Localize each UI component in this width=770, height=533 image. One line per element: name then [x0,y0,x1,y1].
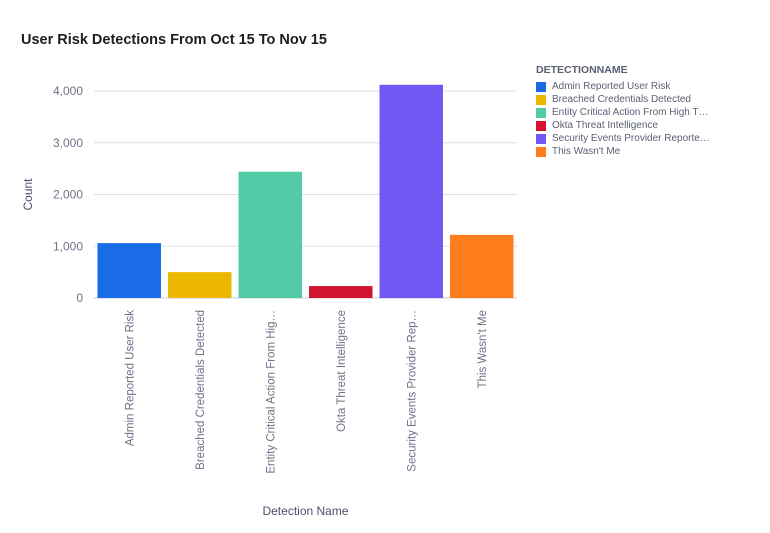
y-tick-label: 4,000 [53,84,83,98]
x-tick-label: Breached Credentials Detected [195,310,207,470]
x-tick-label: Security Events Provider Rep… [406,310,418,472]
bar-4 [309,286,373,298]
legend-label: Okta Threat Intelligence [552,120,658,131]
legend-label: This Wasn't Me [552,146,621,157]
legend-item[interactable]: Entity Critical Action From High T… [536,106,710,119]
legend-item[interactable]: Security Events Provider Reporte… [536,132,710,145]
y-tick-label: 0 [76,291,83,305]
legend-swatch [536,81,546,92]
legend-label: Breached Credentials Detected [552,94,691,105]
legend: DETECTIONNAME Admin Reported User Risk Br… [536,64,710,158]
legend-item[interactable]: Okta Threat Intelligence [536,119,710,132]
x-tick-label: Entity Critical Action From Hig… [265,310,277,474]
x-tick-label: This Wasn't Me [477,310,489,388]
legend-swatch [536,146,546,157]
y-tick-label: 3,000 [53,136,83,150]
legend-label: Entity Critical Action From High T… [552,107,709,118]
bar-3 [238,171,302,298]
x-axis-label: Detection Name [262,504,348,518]
bar-2 [168,272,232,298]
x-tick-label: Okta Threat Intelligence [336,310,348,432]
bar-5 [379,84,443,298]
legend-item[interactable]: Admin Reported User Risk [536,80,710,93]
legend-swatch [536,120,546,131]
bar-6 [450,234,514,298]
legend-label: Admin Reported User Risk [552,81,671,92]
x-tick-label: Admin Reported User Risk [124,310,136,446]
y-tick-label: 2,000 [53,188,83,202]
y-axis-label: Count [21,178,35,211]
y-tick-label: 1,000 [53,239,83,253]
legend-label: Security Events Provider Reporte… [552,133,710,144]
legend-swatch [536,133,546,144]
chart-title: User Risk Detections From Oct 15 To Nov … [21,32,327,48]
legend-item[interactable]: This Wasn't Me [536,145,710,158]
legend-item[interactable]: Breached Credentials Detected [536,93,710,106]
bar-1 [97,243,161,298]
legend-title: DETECTIONNAME [536,64,628,76]
legend-swatch [536,94,546,105]
legend-swatch [536,107,546,118]
